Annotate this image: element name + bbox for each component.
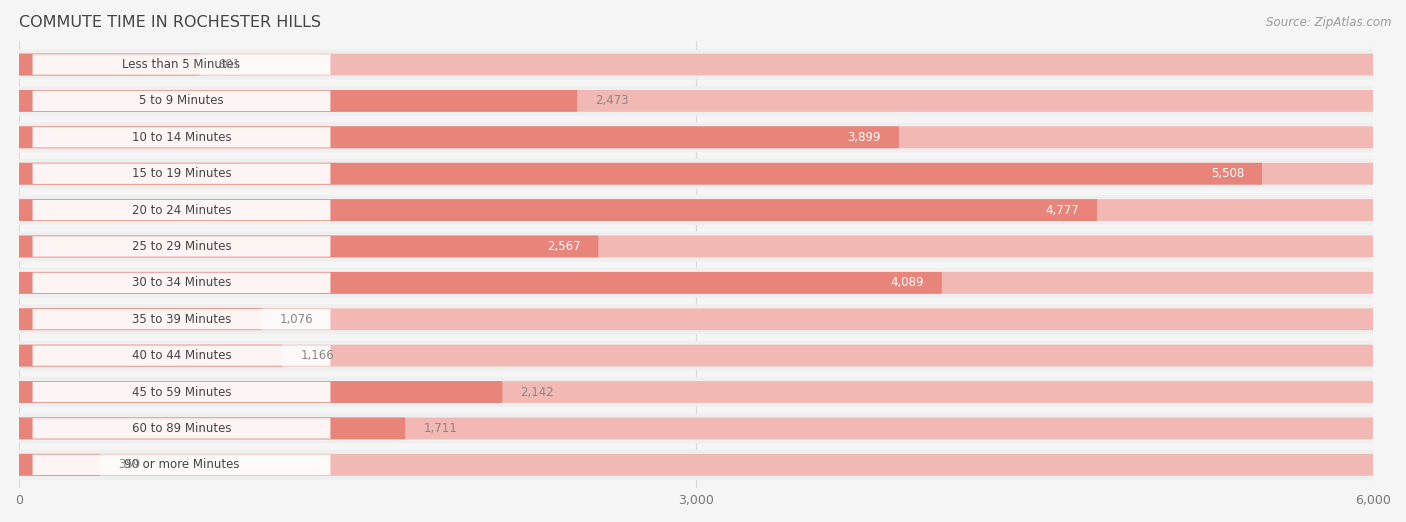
Text: 20 to 24 Minutes: 20 to 24 Minutes — [132, 204, 232, 217]
Text: 4,089: 4,089 — [890, 276, 924, 289]
FancyBboxPatch shape — [20, 304, 1374, 334]
Text: 2,567: 2,567 — [547, 240, 581, 253]
FancyBboxPatch shape — [20, 345, 1374, 366]
FancyBboxPatch shape — [32, 91, 330, 111]
FancyBboxPatch shape — [20, 309, 262, 330]
FancyBboxPatch shape — [20, 381, 1374, 403]
FancyBboxPatch shape — [20, 122, 1374, 152]
FancyBboxPatch shape — [20, 159, 1374, 188]
Text: 2,473: 2,473 — [595, 94, 628, 108]
FancyBboxPatch shape — [32, 418, 330, 438]
FancyBboxPatch shape — [32, 54, 330, 75]
FancyBboxPatch shape — [20, 235, 1374, 257]
Text: 40 to 44 Minutes: 40 to 44 Minutes — [132, 349, 232, 362]
FancyBboxPatch shape — [20, 272, 942, 294]
Text: COMMUTE TIME IN ROCHESTER HILLS: COMMUTE TIME IN ROCHESTER HILLS — [20, 15, 321, 30]
FancyBboxPatch shape — [32, 382, 330, 402]
FancyBboxPatch shape — [20, 345, 283, 366]
Text: 30 to 34 Minutes: 30 to 34 Minutes — [132, 276, 231, 289]
FancyBboxPatch shape — [20, 377, 1374, 407]
Text: 5 to 9 Minutes: 5 to 9 Minutes — [139, 94, 224, 108]
Text: Source: ZipAtlas.com: Source: ZipAtlas.com — [1267, 16, 1392, 29]
Text: 25 to 29 Minutes: 25 to 29 Minutes — [132, 240, 232, 253]
FancyBboxPatch shape — [20, 199, 1374, 221]
FancyBboxPatch shape — [20, 413, 1374, 443]
FancyBboxPatch shape — [20, 454, 1374, 476]
FancyBboxPatch shape — [20, 126, 1374, 148]
Text: 45 to 59 Minutes: 45 to 59 Minutes — [132, 386, 231, 398]
FancyBboxPatch shape — [20, 268, 1374, 298]
Text: 5,508: 5,508 — [1211, 167, 1244, 180]
Text: 4,777: 4,777 — [1045, 204, 1078, 217]
FancyBboxPatch shape — [20, 450, 1374, 480]
Text: 90 or more Minutes: 90 or more Minutes — [124, 458, 239, 471]
FancyBboxPatch shape — [20, 90, 1374, 112]
FancyBboxPatch shape — [20, 232, 1374, 262]
FancyBboxPatch shape — [20, 86, 1374, 116]
Text: 10 to 14 Minutes: 10 to 14 Minutes — [132, 131, 232, 144]
FancyBboxPatch shape — [20, 54, 200, 76]
FancyBboxPatch shape — [32, 236, 330, 257]
FancyBboxPatch shape — [32, 272, 330, 293]
Text: 35 to 39 Minutes: 35 to 39 Minutes — [132, 313, 231, 326]
FancyBboxPatch shape — [20, 54, 1374, 76]
FancyBboxPatch shape — [20, 90, 576, 112]
Text: 1,711: 1,711 — [423, 422, 457, 435]
Text: 3,899: 3,899 — [848, 131, 882, 144]
FancyBboxPatch shape — [32, 346, 330, 366]
FancyBboxPatch shape — [20, 381, 502, 403]
FancyBboxPatch shape — [20, 50, 1374, 79]
FancyBboxPatch shape — [32, 127, 330, 148]
Text: 801: 801 — [218, 58, 240, 71]
FancyBboxPatch shape — [20, 418, 1374, 440]
FancyBboxPatch shape — [20, 163, 1263, 185]
FancyBboxPatch shape — [20, 163, 1374, 185]
FancyBboxPatch shape — [32, 455, 330, 475]
FancyBboxPatch shape — [20, 235, 599, 257]
FancyBboxPatch shape — [20, 309, 1374, 330]
FancyBboxPatch shape — [20, 199, 1097, 221]
Text: 15 to 19 Minutes: 15 to 19 Minutes — [132, 167, 232, 180]
Text: 359: 359 — [118, 458, 141, 471]
FancyBboxPatch shape — [20, 272, 1374, 294]
FancyBboxPatch shape — [20, 418, 405, 440]
FancyBboxPatch shape — [20, 454, 100, 476]
Text: 1,076: 1,076 — [280, 313, 314, 326]
Text: 1,166: 1,166 — [301, 349, 335, 362]
FancyBboxPatch shape — [20, 341, 1374, 371]
FancyBboxPatch shape — [20, 126, 898, 148]
Text: 2,142: 2,142 — [520, 386, 554, 398]
FancyBboxPatch shape — [32, 200, 330, 220]
FancyBboxPatch shape — [32, 309, 330, 329]
FancyBboxPatch shape — [20, 195, 1374, 225]
FancyBboxPatch shape — [32, 163, 330, 184]
Text: Less than 5 Minutes: Less than 5 Minutes — [122, 58, 240, 71]
Text: 60 to 89 Minutes: 60 to 89 Minutes — [132, 422, 231, 435]
